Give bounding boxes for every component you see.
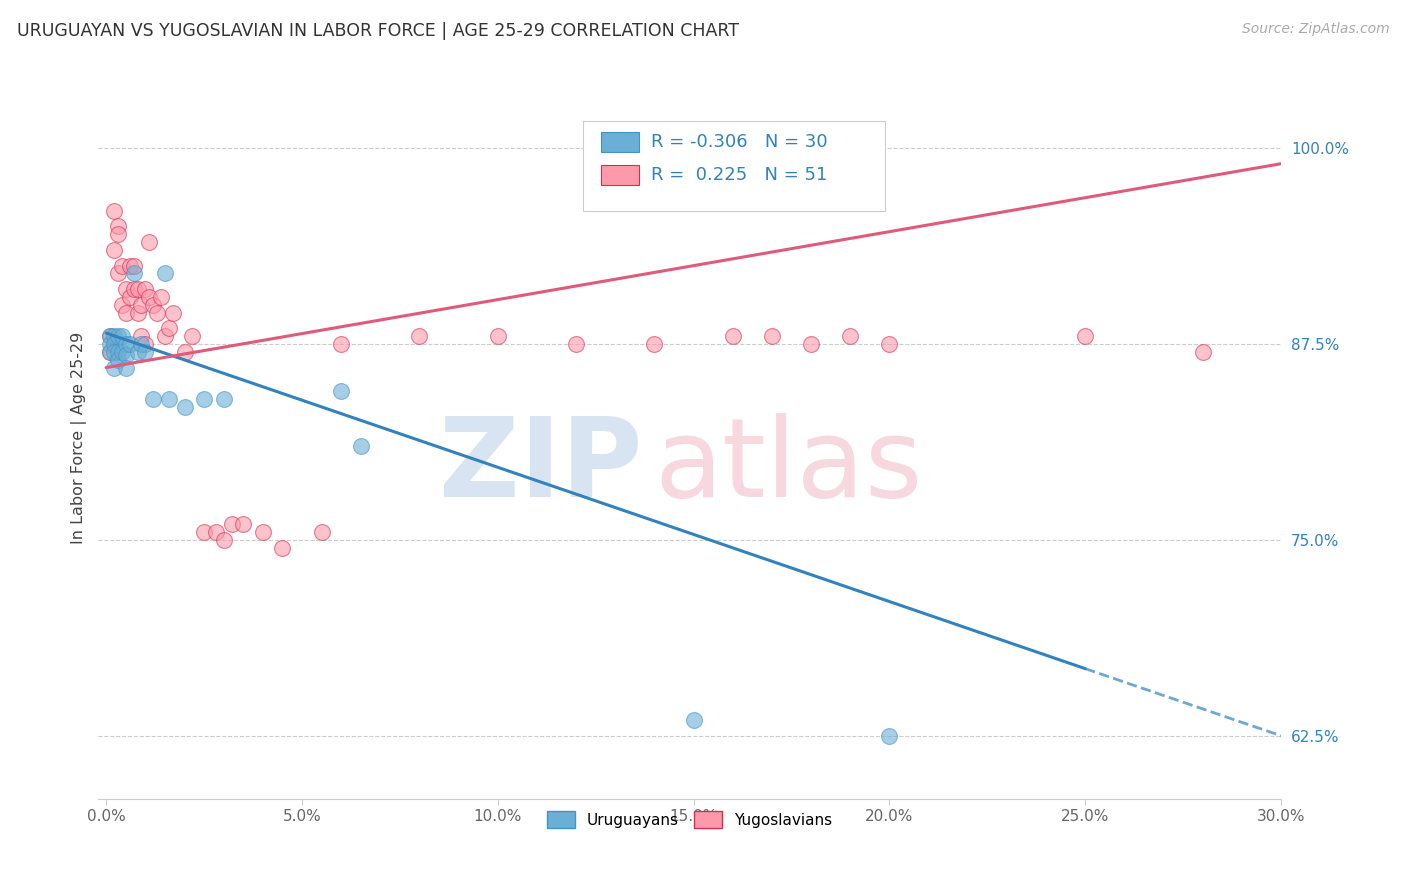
Point	[162, 306, 184, 320]
Point	[212, 533, 235, 547]
Point	[103, 360, 125, 375]
FancyBboxPatch shape	[583, 120, 884, 211]
Point	[107, 219, 129, 234]
Bar	[600, 132, 638, 153]
Point	[761, 329, 783, 343]
Point	[153, 267, 176, 281]
Point	[98, 344, 121, 359]
Point	[114, 306, 136, 320]
Point	[682, 714, 704, 728]
Point	[103, 344, 125, 359]
Point	[232, 517, 254, 532]
Point	[122, 267, 145, 281]
Point	[157, 321, 180, 335]
Point	[118, 337, 141, 351]
Point	[122, 282, 145, 296]
Point	[98, 329, 121, 343]
Point	[879, 337, 901, 351]
Point	[114, 360, 136, 375]
Point	[114, 348, 136, 362]
Point	[221, 517, 243, 532]
Point	[142, 392, 165, 406]
Point	[721, 329, 744, 343]
Point	[330, 384, 353, 398]
Point	[879, 729, 901, 743]
Point	[408, 329, 430, 343]
Point	[839, 329, 862, 343]
Point	[146, 306, 169, 320]
Point	[107, 352, 129, 367]
Point	[103, 203, 125, 218]
Point	[131, 337, 153, 351]
Point	[114, 282, 136, 296]
Point	[107, 329, 129, 343]
Point	[800, 337, 823, 351]
Y-axis label: In Labor Force | Age 25-29: In Labor Force | Age 25-29	[72, 332, 87, 544]
Point	[153, 329, 176, 343]
Point	[131, 298, 153, 312]
Point	[107, 344, 129, 359]
Point	[98, 344, 121, 359]
Point	[565, 337, 588, 351]
Text: ZIP: ZIP	[439, 414, 643, 521]
Point	[111, 298, 134, 312]
Point	[103, 337, 125, 351]
Point	[1191, 344, 1213, 359]
Point	[134, 337, 156, 351]
Point	[118, 290, 141, 304]
Point	[107, 267, 129, 281]
Text: URUGUAYAN VS YUGOSLAVIAN IN LABOR FORCE | AGE 25-29 CORRELATION CHART: URUGUAYAN VS YUGOSLAVIAN IN LABOR FORCE …	[17, 22, 740, 40]
Point	[98, 329, 121, 343]
Legend: Uruguayans, Yugoslavians: Uruguayans, Yugoslavians	[541, 805, 838, 835]
Point	[193, 392, 215, 406]
Point	[193, 525, 215, 540]
Point	[138, 235, 160, 249]
Text: R =  0.225   N = 51: R = 0.225 N = 51	[651, 166, 827, 184]
Text: atlas: atlas	[654, 414, 922, 521]
Point	[205, 525, 228, 540]
Point	[157, 392, 180, 406]
Point	[107, 227, 129, 242]
Text: Source: ZipAtlas.com: Source: ZipAtlas.com	[1241, 22, 1389, 37]
Point	[212, 392, 235, 406]
Point	[122, 259, 145, 273]
Bar	[600, 165, 638, 185]
Point	[127, 344, 149, 359]
Point	[111, 344, 134, 359]
Point	[271, 541, 294, 555]
Point	[173, 344, 195, 359]
Point	[114, 337, 136, 351]
Point	[111, 259, 134, 273]
Point	[181, 329, 204, 343]
Point	[98, 337, 121, 351]
Point	[643, 337, 665, 351]
Point	[350, 439, 373, 453]
Point	[118, 259, 141, 273]
Point	[150, 290, 173, 304]
Point	[127, 306, 149, 320]
Point	[486, 329, 509, 343]
Point	[142, 298, 165, 312]
Point	[111, 329, 134, 343]
Point	[311, 525, 333, 540]
Point	[1074, 329, 1097, 343]
Point	[173, 400, 195, 414]
Point	[138, 290, 160, 304]
Point	[103, 329, 125, 343]
Point	[103, 243, 125, 257]
Point	[330, 337, 353, 351]
Point	[252, 525, 274, 540]
Point	[134, 282, 156, 296]
Text: R = -0.306   N = 30: R = -0.306 N = 30	[651, 134, 827, 152]
Point	[131, 329, 153, 343]
Point	[127, 282, 149, 296]
Point	[134, 344, 156, 359]
